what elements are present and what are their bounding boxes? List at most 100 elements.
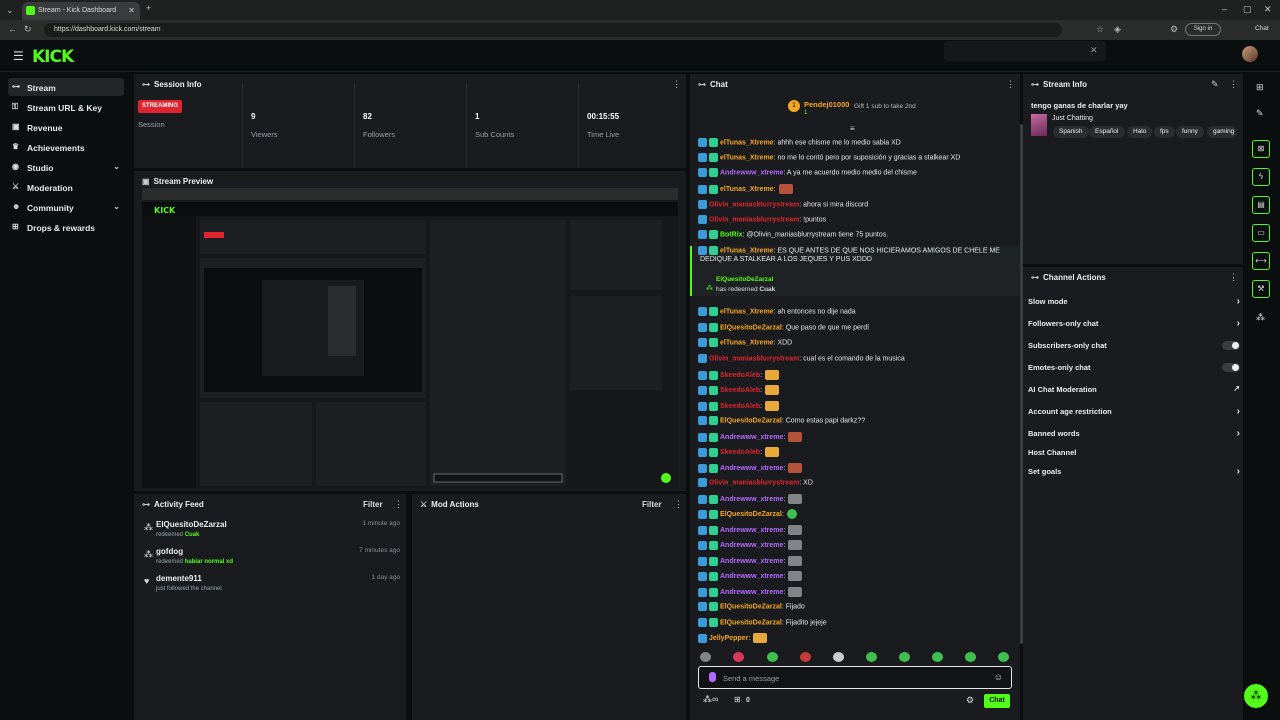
mod-filter-button[interactable]: Filter — [642, 500, 662, 509]
sidebar-item-achievements[interactable]: ♛ Achievements — [8, 138, 124, 156]
sidebar-item-studio[interactable]: ◉ Studio ⌄ — [8, 158, 124, 176]
chat-username[interactable]: ElQuesitoDeZarzal — [720, 417, 782, 425]
rail-raid-button[interactable]: ⟷ — [1252, 252, 1270, 270]
chat-username[interactable]: elTunas_Xtreme — [720, 185, 774, 193]
user-avatar[interactable] — [1242, 46, 1258, 62]
sign-in-button[interactable]: Sign in — [1185, 23, 1221, 36]
category-name[interactable]: Just Chatting — [1052, 115, 1093, 122]
floating-action-button[interactable]: ⁂ — [1244, 684, 1268, 708]
chat-username[interactable]: Andrewww_xtreme — [720, 588, 784, 596]
quick-emote-icon[interactable] — [833, 652, 844, 662]
chat-username[interactable]: Andrewww_xtreme — [720, 557, 784, 565]
maximize-icon[interactable]: ▢ — [1243, 4, 1252, 14]
chat-username[interactable]: Olivin_maniasblurrystream — [709, 201, 800, 209]
rail-clip-button[interactable]: ▤ — [1252, 196, 1270, 214]
quick-emote-icon[interactable] — [932, 652, 943, 662]
browser-chat-button[interactable]: Chat — [1255, 25, 1269, 32]
kebab-menu-icon[interactable]: ⋮ — [1229, 79, 1238, 89]
settings-icon[interactable]: ⚙ — [1170, 24, 1179, 34]
sidebar-item-community[interactable]: ☻ Community ⌄ — [8, 198, 124, 216]
chat-username[interactable]: Andrewww_xtreme — [720, 526, 784, 534]
extensions-icon[interactable]: ◈ — [1114, 24, 1121, 34]
new-tab-icon[interactable]: + — [146, 3, 152, 13]
kick-logo[interactable]: KICK — [32, 47, 74, 67]
sidebar-item-revenue[interactable]: ▣ Revenue — [8, 118, 124, 136]
chat-username[interactable]: Andrewww_xtreme — [720, 433, 784, 441]
chat-username[interactable]: Andrewww_xtreme — [720, 572, 784, 580]
action-host-channel[interactable]: Host Channel — [1028, 448, 1077, 457]
rail-lightning-button[interactable]: ϟ — [1252, 168, 1270, 186]
bookmark-star-icon[interactable]: ☆ — [1096, 24, 1105, 34]
send-chat-button[interactable]: Chat — [984, 694, 1010, 708]
action-set-goals[interactable]: Set goals › — [1028, 466, 1240, 477]
activity-filter-button[interactable]: Filter — [363, 500, 383, 509]
chat-input[interactable]: Send a message ☺ — [698, 666, 1012, 689]
chat-username[interactable]: Olivin_maniasblurrystream — [709, 216, 800, 224]
sidebar-item-stream-url-key[interactable]: ⚿ Stream URL & Key — [8, 98, 124, 116]
chat-username[interactable]: elTunas_Xtreme — [720, 247, 774, 255]
menu-icon[interactable]: ☰ — [13, 49, 24, 63]
back-icon[interactable]: ← — [8, 24, 17, 34]
rail-chat-button[interactable]: ▭ — [1252, 224, 1270, 242]
chat-username[interactable]: ElQuesitoDeZarzal — [720, 619, 782, 627]
edit-icon[interactable]: ✎ — [1211, 79, 1219, 89]
chat-username[interactable]: Olivin_maniasblurrystream — [709, 355, 800, 363]
action-slow-mode[interactable]: Slow mode › — [1028, 296, 1240, 307]
url-field[interactable]: https://dashboard.kick.com/stream — [44, 23, 1062, 37]
action-ai-moderation[interactable]: AI Chat Moderation ↗ — [1028, 384, 1240, 394]
emoji-icon[interactable]: ☺ — [993, 672, 1003, 682]
chat-username[interactable]: elTunas_Xtreme — [720, 154, 774, 162]
tab-menu-icon[interactable]: ⌄ — [6, 5, 14, 15]
pinned-user[interactable]: Pendej01000 — [804, 100, 850, 109]
kebab-menu-icon[interactable]: ⋮ — [672, 79, 681, 89]
chat-username[interactable]: SkeedoAleb — [720, 386, 761, 394]
sidebar-item-drops-rewards[interactable]: ⊞ Drops & rewards — [8, 218, 124, 236]
kebab-menu-icon[interactable]: ⋮ — [1229, 272, 1238, 282]
chat-username[interactable]: Andrewww_xtreme — [720, 541, 784, 549]
quick-emote-icon[interactable] — [899, 652, 910, 662]
chat-username[interactable]: ElQuesitoDeZarzal — [720, 324, 782, 332]
minimize-icon[interactable]: – — [1222, 4, 1228, 14]
points-icon[interactable]: ⁂∞ — [703, 694, 719, 704]
quick-emote-icon[interactable] — [998, 652, 1009, 662]
microphone-icon[interactable] — [709, 672, 716, 682]
gift-icon[interactable]: ⊞ — [734, 695, 741, 704]
action-account-age[interactable]: Account age restriction › — [1028, 406, 1240, 417]
close-tab-icon[interactable]: ✕ — [128, 6, 135, 15]
quick-emote-icon[interactable] — [800, 652, 811, 662]
close-notification-icon[interactable]: ✕ — [1090, 45, 1098, 55]
reload-icon[interactable]: ↻ — [24, 24, 32, 34]
browser-tab[interactable]: Stream - Kick Dashboard ✕ — [22, 2, 140, 20]
chat-username[interactable]: elTunas_Xtreme — [720, 308, 774, 316]
activity-user[interactable]: gofdog — [156, 547, 184, 556]
chat-settings-icon[interactable]: ⚙ — [966, 695, 975, 705]
chat-username[interactable]: SkeedoAleb — [720, 371, 761, 379]
rail-edit-icon[interactable]: ✎ — [1256, 108, 1264, 118]
close-window-icon[interactable]: ✕ — [1264, 4, 1272, 14]
rail-community-icon[interactable]: ⁂ — [1256, 312, 1265, 322]
chat-username[interactable]: SkeedoAleb — [720, 402, 761, 410]
quick-emote-icon[interactable] — [767, 652, 778, 662]
chat-username[interactable]: Olivin_maniasblurrystream — [709, 479, 800, 487]
sidebar-item-moderation[interactable]: ⚔ Moderation — [8, 178, 124, 196]
rail-grid-icon[interactable]: ⊞ — [1256, 82, 1264, 92]
chat-username[interactable]: JellyPepper — [709, 634, 749, 642]
chat-username[interactable]: Andrewww_xtreme — [720, 169, 784, 177]
sidebar-item-stream[interactable]: ⊶ Stream — [8, 78, 124, 96]
chat-scrollbar[interactable] — [1020, 124, 1023, 644]
chat-filter-icon[interactable]: ≡ — [850, 124, 855, 133]
quick-emote-icon[interactable] — [700, 652, 711, 662]
emotes-only-toggle[interactable] — [1222, 363, 1240, 372]
activity-user[interactable]: ElQuesitoDeZarzal — [156, 520, 227, 529]
quick-emote-icon[interactable] — [965, 652, 976, 662]
stream-preview-video[interactable]: KICK — [142, 188, 678, 488]
chat-username[interactable]: ElQuesitoDeZarzal — [720, 603, 782, 611]
kebab-menu-icon[interactable]: ⋮ — [394, 499, 403, 509]
kebab-menu-icon[interactable]: ⋮ — [1006, 79, 1015, 89]
action-followers-only[interactable]: Followers-only chat › — [1028, 318, 1240, 329]
redeem-user[interactable]: ElQuesitoDeZarzal — [716, 276, 774, 283]
chat-username[interactable]: elTunas_Xtreme — [720, 139, 774, 147]
chat-username[interactable]: ElQuesitoDeZarzal — [720, 510, 782, 518]
chat-username[interactable]: Andrewww_xtreme — [720, 464, 784, 472]
quick-emote-icon[interactable] — [733, 652, 744, 662]
